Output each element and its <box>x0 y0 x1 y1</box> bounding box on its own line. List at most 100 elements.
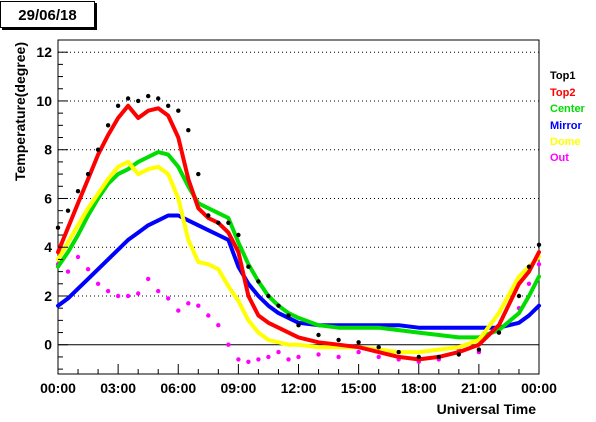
series-top1-point <box>496 330 502 335</box>
series-out-point <box>176 308 181 313</box>
y-tick-label: 2 <box>44 288 52 304</box>
legend-center: Center <box>550 103 586 115</box>
x-tick-label: 06:00 <box>160 380 196 396</box>
series-out-point <box>186 301 191 306</box>
series-top1-point <box>216 220 221 225</box>
series-top1-point <box>456 352 461 357</box>
x-tick-label: 12:00 <box>281 380 317 396</box>
legend-mirror: Mirror <box>550 120 583 132</box>
series-out-points <box>55 254 542 364</box>
series-top1-point <box>136 98 141 104</box>
series-top1-point <box>125 96 131 101</box>
tick-layer: 0 2 4 6 8 10 12 00:00 03:00 06:00 09:00 12:00 15:00 1… <box>36 39 557 396</box>
series-top1-point <box>476 347 482 352</box>
series-top1-point <box>336 337 341 343</box>
series-out-point <box>156 288 161 294</box>
x-tick-label: 00:00 <box>521 380 557 396</box>
series-top1-point <box>266 293 271 299</box>
series-out-point <box>276 349 281 355</box>
series-top1-point <box>226 220 231 225</box>
series-out-point <box>236 357 241 362</box>
legend-dome: Dome <box>550 136 581 148</box>
legend-top2: Top2 <box>550 87 575 99</box>
series-out-point <box>136 291 141 296</box>
x-tick-label: 18:00 <box>401 380 437 396</box>
series-out-point <box>376 354 381 360</box>
series-top1-point <box>206 213 211 218</box>
series-top1-point <box>105 123 111 128</box>
series-top1-point <box>416 354 421 360</box>
series-out-point <box>65 269 71 274</box>
series-top1-point <box>55 225 61 230</box>
legend-out: Out <box>550 152 569 164</box>
series-top1-point <box>196 171 201 177</box>
series-out-point <box>296 354 301 360</box>
series-dome-line <box>56 159 541 355</box>
series-top1-point <box>176 108 181 113</box>
series-out-point <box>526 281 532 286</box>
series-top1-point <box>286 313 291 318</box>
legend-top1: Top1 <box>550 70 575 82</box>
series-top1-point <box>376 345 381 350</box>
legend: Top1 Top2 Center Mirror Dome Out <box>550 70 586 164</box>
series-top1-point <box>256 279 261 284</box>
y-tick-label: 0 <box>44 337 52 353</box>
series-top1-points <box>55 93 542 360</box>
series-out-point <box>85 267 91 272</box>
series-top1-point <box>65 208 71 213</box>
series-out-point <box>206 313 211 318</box>
series-out-point <box>75 254 81 260</box>
y-tick-label: 10 <box>36 93 52 109</box>
series-out-point <box>125 293 131 299</box>
series-top1-point <box>296 323 301 328</box>
x-tick-label: 09:00 <box>220 380 256 396</box>
series-layer <box>55 93 542 364</box>
series-mirror-line <box>56 213 541 330</box>
x-tick-label: 00:00 <box>40 380 76 396</box>
series-out-point <box>256 357 261 362</box>
series-top1-point <box>276 303 281 308</box>
series-out-point <box>115 293 121 299</box>
series-top1-point <box>356 340 361 345</box>
series-top2-line <box>56 103 541 362</box>
series-out-point <box>266 354 271 360</box>
x-tick-label: 21:00 <box>461 380 497 396</box>
y-tick-label: 12 <box>36 44 52 60</box>
y-tick-label: 6 <box>44 190 52 206</box>
series-out-point <box>336 354 341 360</box>
series-top1-point <box>236 232 241 238</box>
series-top1-point <box>166 103 171 109</box>
series-top1-point <box>246 264 251 269</box>
series-top1-point <box>156 96 161 101</box>
x-tick-label: 15:00 <box>341 380 377 396</box>
series-top1-point <box>436 354 441 360</box>
series-out-point <box>226 342 231 347</box>
series-top1-point <box>115 103 121 109</box>
series-top1-point <box>85 171 91 177</box>
series-top1-point <box>146 93 151 99</box>
series-out-point <box>536 262 542 267</box>
series-out-point <box>146 276 151 282</box>
series-top1-point <box>396 349 401 355</box>
series-out-point <box>216 323 221 328</box>
series-center-line <box>56 150 541 340</box>
x-tick-label: 03:00 <box>100 380 136 396</box>
series-out-point <box>95 281 101 286</box>
series-top1-point <box>526 264 532 269</box>
y-tick-label: 8 <box>44 142 52 158</box>
y-axis-title: Temperature(degree) <box>12 42 28 181</box>
series-out-point <box>196 303 201 308</box>
series-top1-point <box>516 293 522 299</box>
series-out-point <box>286 357 291 362</box>
series-out-point <box>246 359 251 364</box>
series-top1-point <box>95 147 101 152</box>
series-out-point <box>316 352 321 357</box>
series-out-point <box>356 349 361 355</box>
series-out-point <box>166 296 171 301</box>
series-top1-point <box>316 332 321 338</box>
series-top1-point <box>75 189 81 194</box>
series-top1-point <box>536 242 542 247</box>
date-label: 29/06/18 <box>0 1 95 28</box>
y-tick-label: 4 <box>44 239 52 255</box>
